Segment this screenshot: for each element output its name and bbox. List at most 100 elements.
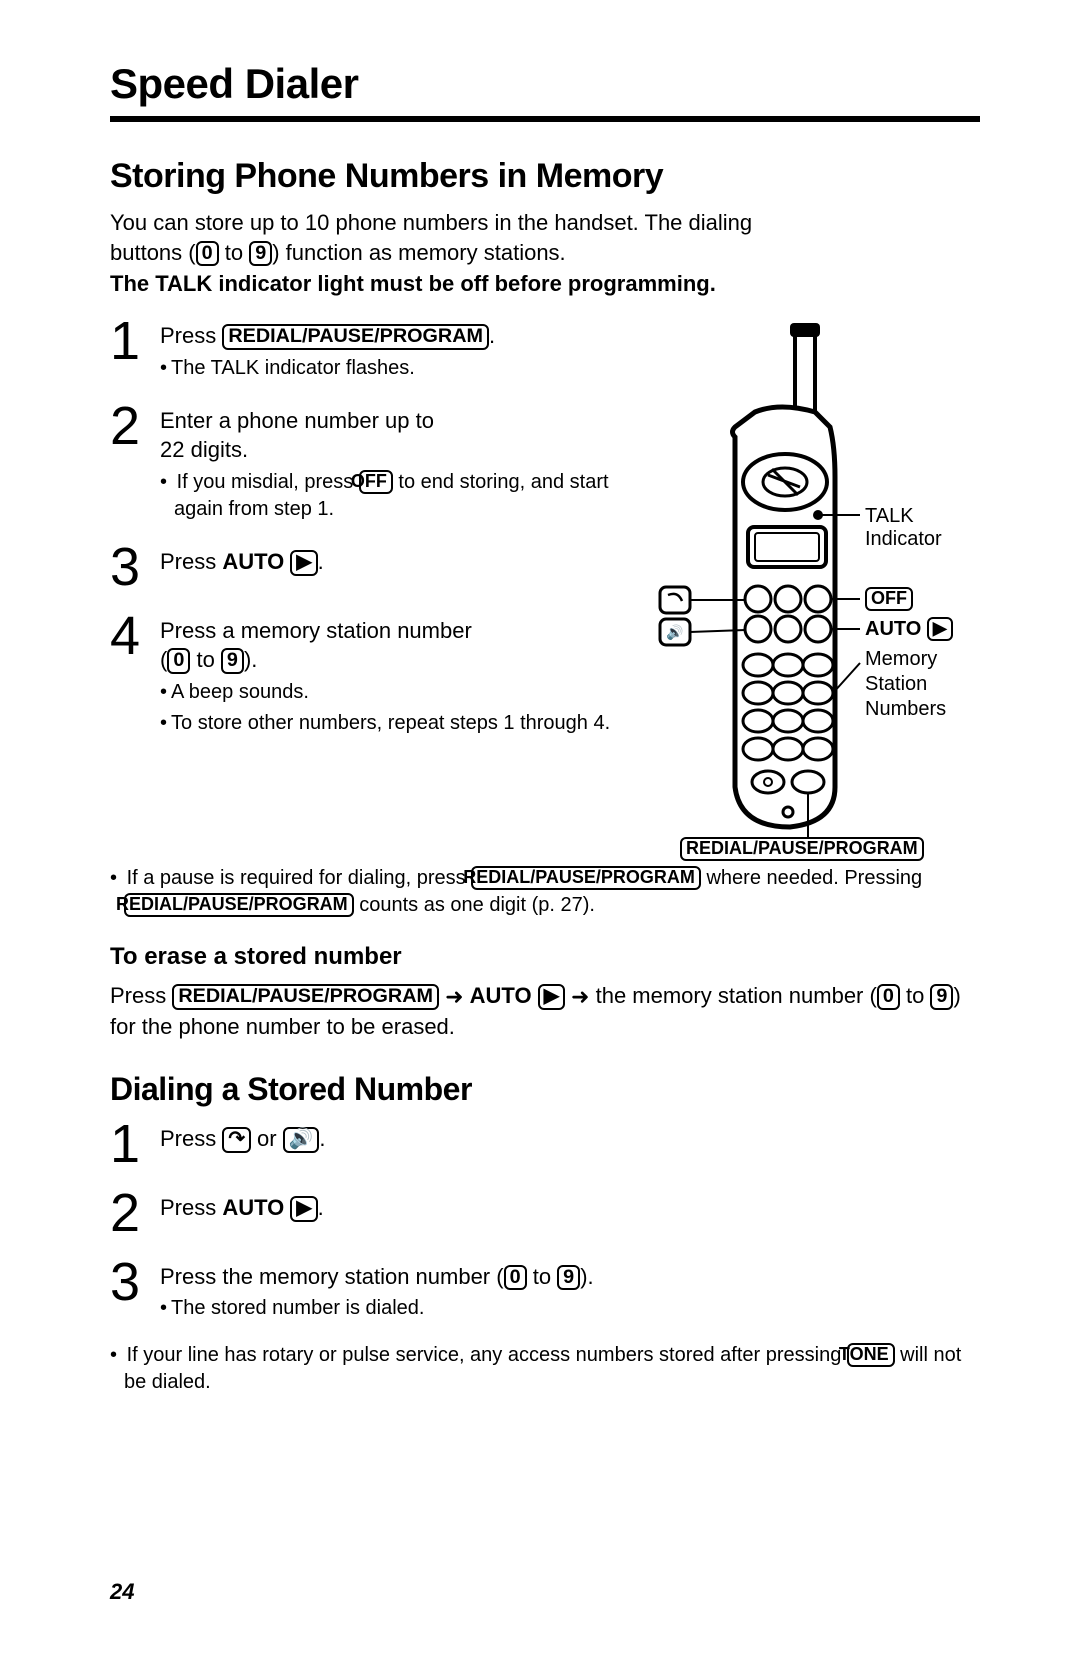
dial-step-3-suffix: ). <box>580 1264 593 1289</box>
title-rule <box>110 116 980 122</box>
step-3-num: 3 <box>110 543 148 592</box>
dial-step-2-icon: ▶ <box>290 1196 317 1222</box>
intro-bold: The TALK indicator light must be off bef… <box>110 269 980 299</box>
step-4: 4 Press a memory station number (0 to 9)… <box>110 612 620 737</box>
dial-step-2-num: 2 <box>110 1189 148 1238</box>
label-talk-indicator: TALK Indicator <box>865 505 980 551</box>
intro-line1: You can store up to 10 phone numbers in … <box>110 210 752 235</box>
step-4-bullet1: A beep sounds. <box>160 679 610 706</box>
step-2-line2: 22 digits. <box>160 437 248 462</box>
dial-step-2-bold: AUTO <box>222 1195 284 1220</box>
erase-arrow2: ➜ <box>565 984 596 1009</box>
step-2-bullet-prefix: If you misdial, press <box>177 471 359 493</box>
step-1: 1 Press REDIAL/PAUSE/PROGRAM. The TALK i… <box>110 317 620 382</box>
page-number: 24 <box>110 1579 134 1605</box>
step-1-btn: REDIAL/PAUSE/PROGRAM <box>222 324 489 350</box>
step-4-bullet2: To store other numbers, repeat steps 1 t… <box>160 710 610 737</box>
dial-step-3-btn0: 0 <box>504 1265 527 1291</box>
dial-step-2: 2 Press AUTO ▶. <box>110 1189 980 1238</box>
intro-line2-prefix: buttons ( <box>110 240 196 265</box>
step-1-bullet: The TALK indicator flashes. <box>160 355 495 382</box>
erase-arrow1: ➜ <box>439 984 470 1009</box>
dial-step-1: 1 Press ↷ or 🔊. <box>110 1120 980 1169</box>
dial-step-2-prefix: Press <box>160 1195 222 1220</box>
step-3: 3 Press AUTO ▶. <box>110 543 620 592</box>
step-4-num: 4 <box>110 612 148 737</box>
step-4-line1: Press a memory station number <box>160 618 472 643</box>
step-3-btn: ▶ <box>290 550 317 576</box>
btn-9: 9 <box>249 241 272 267</box>
step-3-bold: AUTO <box>222 549 284 574</box>
label-memory1: Memory <box>865 648 937 670</box>
intro-text: You can store up to 10 phone numbers in … <box>110 208 980 267</box>
step-3-suffix: . <box>318 549 324 574</box>
dial-step-1-icon2: 🔊 <box>283 1127 320 1153</box>
step-4-btn0: 0 <box>167 648 190 674</box>
step-2-bullet-btn: OFF <box>359 470 393 494</box>
label-memory3: Numbers <box>865 698 946 720</box>
step-2-num: 2 <box>110 402 148 523</box>
pause-btn2: REDIAL/PAUSE/PROGRAM <box>124 893 354 917</box>
label-memory: Memory Station Numbers <box>865 647 946 722</box>
step-2-line1: Enter a phone number up to <box>160 408 434 433</box>
pause-mid: where needed. Pressing <box>701 867 922 889</box>
step-4-line2-mid: to <box>190 647 221 672</box>
erase-auto-icon: ▶ <box>538 984 565 1010</box>
erase-body: Press REDIAL/PAUSE/PROGRAM ➜ AUTO ▶ ➜ th… <box>110 981 980 1041</box>
label-auto-prefix: AUTO <box>865 618 921 640</box>
label-auto-icon: ▶ <box>927 617 953 641</box>
step-3-prefix: Press <box>160 549 222 574</box>
label-off: OFF <box>865 587 913 611</box>
phone-diagram: 🔊 TALK Indicator OFF AUTO ▶ Memory Stati… <box>640 317 980 857</box>
dial-step-3-prefix: Press the memory station number ( <box>160 1264 504 1289</box>
phone-svg: 🔊 <box>640 317 980 857</box>
label-redial: REDIAL/PAUSE/PROGRAM <box>680 837 924 861</box>
rotary-prefix: If your line has rotary or pulse service… <box>127 1344 847 1366</box>
steps-column: 1 Press REDIAL/PAUSE/PROGRAM. The TALK i… <box>110 317 620 857</box>
step-2-bullet: If you misdial, press OFF to end storing… <box>160 469 620 523</box>
dial-step-3-btn9: 9 <box>557 1265 580 1291</box>
step-1-num: 1 <box>110 317 148 382</box>
step-1-prefix: Press <box>160 323 222 348</box>
step-4-line2-suffix: ). <box>244 647 257 672</box>
step-4-line2-prefix: ( <box>160 647 167 672</box>
step-4-btn9: 9 <box>221 648 244 674</box>
pause-note: If a pause is required for dialing, pres… <box>110 865 980 919</box>
label-auto: AUTO ▶ <box>865 617 953 641</box>
dial-step-3-mid: to <box>527 1264 558 1289</box>
label-redial-btn: REDIAL/PAUSE/PROGRAM <box>680 837 924 861</box>
dial-step-3-num: 3 <box>110 1258 148 1323</box>
pause-btn1: REDIAL/PAUSE/PROGRAM <box>471 866 701 890</box>
btn-0: 0 <box>196 241 219 267</box>
label-off-btn: OFF <box>865 587 913 611</box>
dial-step-3-bullet: The stored number is dialed. <box>160 1295 594 1322</box>
section2-heading: Dialing a Stored Number <box>110 1071 980 1108</box>
label-memory2: Station <box>865 673 927 695</box>
dial-step-2-suffix: . <box>318 1195 324 1220</box>
pause-suffix: counts as one digit (p. 27). <box>354 894 595 916</box>
erase-btn9: 9 <box>930 984 953 1010</box>
dial-step-1-suffix: . <box>319 1126 325 1151</box>
svg-text:🔊: 🔊 <box>666 623 683 641</box>
dial-step-1-num: 1 <box>110 1120 148 1169</box>
step-2: 2 Enter a phone number up to 22 digits. … <box>110 402 620 523</box>
erase-heading: To erase a stored number <box>110 943 980 971</box>
step-1-suffix: . <box>489 323 495 348</box>
erase-btn1: REDIAL/PAUSE/PROGRAM <box>172 984 439 1010</box>
page-title: Speed Dialer <box>110 60 980 108</box>
erase-btn0: 0 <box>877 984 900 1010</box>
erase-mid: the memory station number ( <box>596 983 877 1008</box>
intro-line2-suffix: ) function as memory stations. <box>272 240 565 265</box>
rotary-note: If your line has rotary or pulse service… <box>110 1342 980 1396</box>
intro-line2-mid: to <box>219 240 250 265</box>
section1-heading: Storing Phone Numbers in Memory <box>110 157 980 196</box>
rotary-btn: TONE <box>847 1343 895 1367</box>
dial-step-1-prefix: Press <box>160 1126 222 1151</box>
dial-step-1-icon1: ↷ <box>222 1127 251 1153</box>
dial-step-3: 3 Press the memory station number (0 to … <box>110 1258 980 1323</box>
erase-to: to <box>900 983 931 1008</box>
erase-prefix: Press <box>110 983 172 1008</box>
pause-prefix: If a pause is required for dialing, pres… <box>127 867 472 889</box>
erase-auto: AUTO <box>470 983 532 1008</box>
dial-step-1-mid: or <box>251 1126 283 1151</box>
